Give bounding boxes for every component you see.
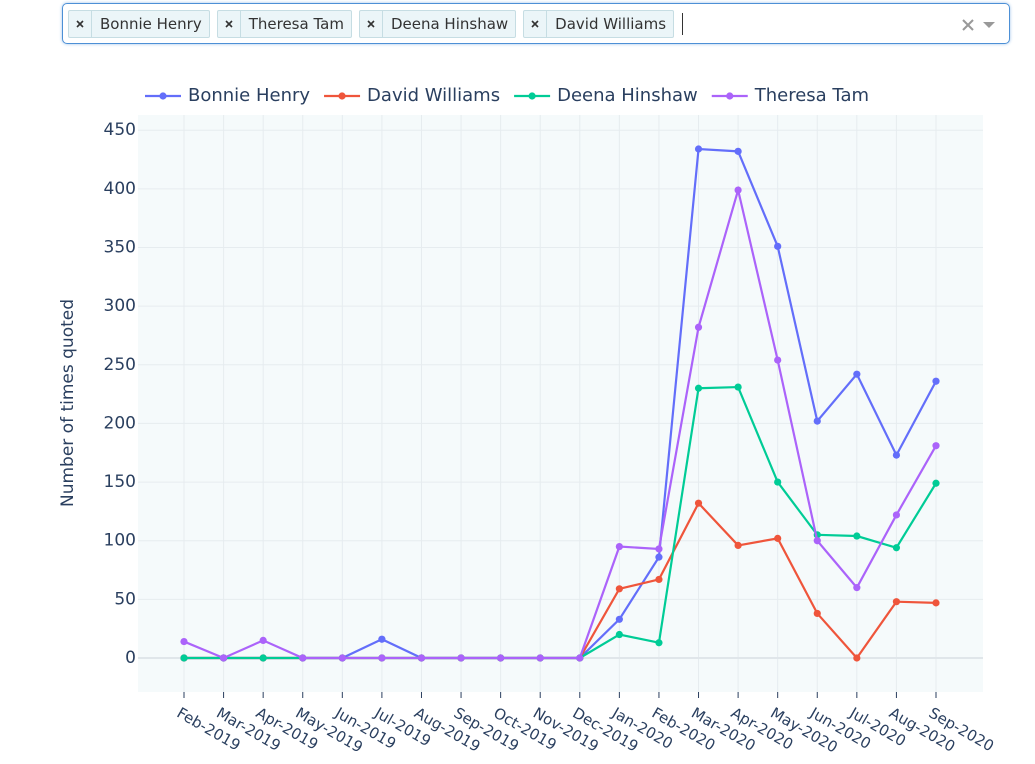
y-tick-label: 250 [104, 355, 136, 375]
data-point [694, 145, 703, 153]
data-point [694, 499, 703, 507]
data-point [615, 542, 623, 551]
series-line [183, 185, 937, 660]
data-point [576, 654, 584, 662]
data-point [892, 544, 901, 552]
data-point [694, 384, 703, 392]
y-tick-label: 450 [104, 120, 136, 140]
legend-item[interactable]: Bonnie Henry [145, 85, 310, 106]
data-point [180, 654, 188, 662]
remove-icon [76, 19, 84, 28]
data-point [536, 654, 544, 662]
y-tick-label: 0 [125, 648, 136, 668]
data-point [655, 545, 663, 553]
data-point [259, 654, 267, 662]
data-point [734, 541, 742, 550]
legend-label: Bonnie Henry [188, 85, 310, 106]
data-point [615, 585, 623, 593]
legend-item[interactable]: David Williams [324, 85, 500, 106]
remove-chip[interactable] [360, 10, 383, 37]
legend-label: Theresa Tam [754, 85, 869, 106]
data-point [853, 370, 861, 378]
remove-icon [367, 19, 375, 28]
remove-chip[interactable] [524, 10, 548, 37]
data-point [655, 639, 663, 647]
data-point [892, 598, 901, 606]
data-point [774, 534, 782, 542]
y-tick-label: 350 [104, 238, 136, 258]
y-tick-label: 400 [104, 179, 136, 199]
data-point [338, 654, 346, 662]
data-point [615, 630, 623, 639]
chip-label: Bonnie Henry [100, 14, 202, 33]
person-filter[interactable]: Bonnie Henry Theresa Tam Deena Hinshaw Davi… [62, 3, 1010, 44]
remove-icon [531, 19, 539, 28]
y-tick-label: 100 [104, 531, 136, 551]
data-point [259, 636, 267, 644]
filter-chip[interactable]: Deena Hinshaw [358, 9, 517, 38]
data-point [853, 584, 861, 592]
data-point [655, 575, 663, 584]
legend-label: David Williams [367, 85, 500, 106]
filter-chip[interactable]: Theresa Tam [216, 9, 352, 38]
data-point [892, 451, 901, 459]
data-point [219, 654, 228, 662]
y-tick-label: 200 [104, 413, 136, 433]
remove-chip[interactable] [69, 10, 92, 37]
text-cursor [682, 12, 684, 35]
data-point [615, 615, 623, 623]
legend-marker [528, 92, 536, 100]
remove-chip[interactable] [218, 10, 241, 37]
data-point [417, 654, 426, 662]
data-point [813, 609, 821, 618]
legend-marker [338, 92, 346, 100]
data-point [932, 377, 940, 385]
data-point [734, 186, 742, 194]
legend-marker [159, 92, 167, 100]
legend-label: Deena Hinshaw [557, 85, 698, 106]
data-point [932, 442, 940, 450]
plot-area [138, 115, 983, 692]
data-point [299, 654, 307, 662]
y-axis-title: Number of times quoted [58, 299, 78, 507]
data-point [853, 532, 861, 540]
legend-marker [726, 92, 734, 100]
filter-chip[interactable]: David Williams [523, 9, 675, 38]
data-point [497, 654, 505, 662]
data-point [813, 417, 821, 425]
chip-label: Deena Hinshaw [390, 14, 509, 33]
data-point [734, 383, 742, 391]
data-point [457, 654, 465, 662]
data-point [932, 599, 940, 607]
data-point [892, 511, 901, 519]
filter-chip[interactable]: Bonnie Henry [68, 9, 210, 38]
y-tick-label: 150 [104, 472, 136, 492]
legend-item[interactable]: Deena Hinshaw [514, 85, 698, 106]
data-point [734, 147, 742, 155]
data-point [932, 479, 940, 487]
data-point [813, 537, 821, 545]
data-point [180, 637, 188, 646]
chip-label: David Williams [555, 14, 667, 33]
dropdown-arrow[interactable] [983, 22, 995, 28]
data-point [853, 654, 861, 662]
grid [138, 115, 983, 692]
data-point [694, 323, 703, 331]
data-point [378, 635, 386, 643]
chip-label: Theresa Tam [248, 14, 344, 33]
data-point [378, 654, 386, 662]
y-tick-label: 50 [114, 589, 136, 609]
dropdown-controls[interactable] [961, 17, 999, 33]
data-point [655, 553, 663, 561]
legend-item[interactable]: Theresa Tam [711, 85, 869, 106]
remove-icon [225, 19, 233, 28]
data-point [774, 478, 782, 486]
data-point [774, 242, 782, 250]
data-point [774, 356, 782, 364]
y-tick-label: 300 [104, 296, 136, 316]
clear-icon[interactable] [962, 19, 974, 31]
